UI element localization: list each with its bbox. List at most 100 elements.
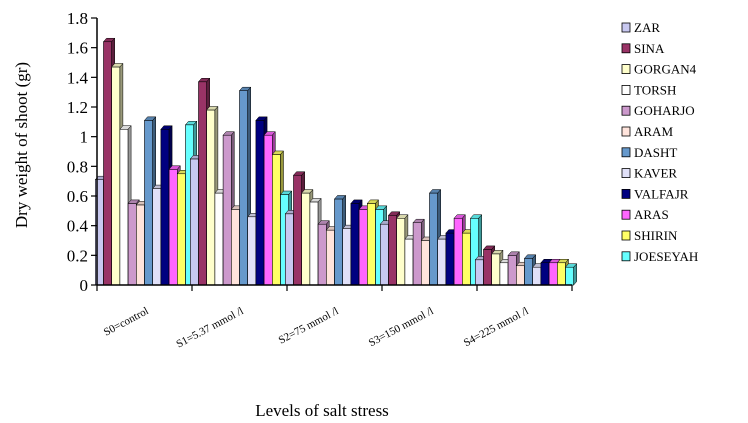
legend-label: GOHARJO — [634, 103, 695, 118]
y-ticks-group: 0 0.2 0.4 0.6 0.8 1 1.2 1.4 1.6 1.8 — [67, 9, 97, 295]
legend-item-shirin: SHIRIN — [621, 228, 678, 243]
legend-item-gorgan4: GORGAN4 — [621, 62, 697, 77]
legend-swatch — [621, 85, 631, 95]
legend-swatch — [621, 168, 631, 179]
bar-front — [548, 262, 558, 286]
x-category-label: S0=control — [102, 305, 151, 339]
legend-swatch — [621, 126, 631, 137]
x-category-label: S3=150 mmol /l — [367, 305, 436, 349]
bar-front — [231, 209, 240, 286]
y-tick-label: 0.6 — [67, 187, 88, 206]
legend-swatch — [621, 147, 631, 158]
bar-front — [177, 173, 186, 286]
legend-item-goharjo: GOHARJO — [621, 103, 695, 118]
bar-front — [263, 134, 273, 286]
legend-item-aram: ARAM — [621, 124, 673, 139]
bar-front — [420, 240, 430, 286]
bar-front — [491, 253, 501, 286]
bar-front — [309, 201, 319, 286]
bar-front — [136, 204, 145, 286]
legend-item-joeseyah: JOESEYAH — [621, 249, 698, 264]
bar-front — [247, 216, 257, 286]
legend: ZAR SINA GORGAN4 TORSH GOHARJO ARAM DASHT KAVER… — [621, 20, 698, 264]
legend-label: SHIRIN — [634, 228, 678, 243]
legend-item-dasht: DASHT — [621, 145, 677, 160]
legend-item-valfajr: VALFAJR — [621, 186, 689, 201]
bar-front — [524, 257, 533, 286]
axes-group — [96, 18, 572, 286]
bar-front — [358, 209, 368, 286]
x-axis-title: Levels of salt stress — [255, 401, 389, 420]
bar-front — [532, 266, 542, 286]
legend-item-torsh: TORSH — [621, 82, 676, 97]
bar-front — [271, 154, 281, 286]
legend-swatch — [621, 22, 631, 33]
bar-front — [293, 174, 302, 286]
bar-front — [190, 158, 199, 286]
bar-front — [334, 198, 343, 286]
bar-front — [144, 120, 153, 286]
legend-label: ZAR — [634, 20, 660, 35]
legend-label: VALFAJR — [634, 186, 689, 201]
legend-swatch — [621, 43, 631, 54]
legend-swatch — [621, 230, 631, 241]
bar-front — [515, 265, 525, 286]
bar-front — [499, 262, 509, 286]
legend-swatch — [621, 64, 631, 74]
bar-front — [565, 266, 574, 286]
y-tick-label: 0.4 — [67, 217, 89, 236]
bar-front — [437, 238, 447, 286]
legend-swatch — [621, 188, 631, 199]
y-tick-label: 1.4 — [67, 68, 89, 87]
bar-front — [168, 169, 178, 286]
bar-front — [222, 134, 232, 286]
y-tick-label: 0.8 — [67, 157, 88, 176]
y-tick-label: 0 — [80, 276, 89, 295]
legend-label: SINA — [634, 41, 665, 56]
y-tick-label: 1.2 — [67, 98, 88, 117]
bar-front — [429, 192, 438, 286]
bar-front — [152, 188, 162, 286]
bar-front — [119, 128, 129, 286]
bar-front — [301, 192, 311, 286]
bar-front — [127, 203, 137, 286]
bar-front — [160, 128, 170, 286]
bar-front — [445, 232, 455, 286]
x-categories-group: S0=control S1=5.37 mmol /l S2=75 mmol /l S3… — [96, 285, 573, 351]
bar-joeseyah-5 — [564, 263, 578, 286]
bar-front — [396, 217, 406, 286]
bar-front — [412, 222, 422, 286]
bar-front — [507, 255, 517, 286]
bar-front — [198, 81, 207, 286]
legend-item-aras: ARAS — [621, 207, 669, 222]
bar-front — [206, 109, 216, 286]
bar-front — [366, 203, 376, 286]
bar-front — [379, 223, 389, 286]
y-tick-label: 1 — [80, 128, 89, 147]
legend-label: ARAS — [634, 207, 669, 222]
y-axis-title: Dry weight of shoot (gr) — [12, 62, 31, 228]
bar-front — [350, 203, 360, 286]
bar-front — [317, 223, 327, 286]
y-tick-label: 0.2 — [67, 246, 88, 265]
bar-front — [111, 66, 121, 286]
bars-group — [94, 37, 578, 286]
x-category-label: S2=75 mmol /l — [277, 305, 341, 347]
x-category-label: S4=225 mmol /l — [462, 305, 531, 349]
bar-front — [239, 90, 248, 286]
bar-front — [214, 192, 224, 286]
legend-label: KAVER — [634, 166, 677, 181]
legend-item-zar: ZAR — [621, 20, 660, 35]
bar-front — [255, 120, 265, 286]
bar-front — [540, 262, 550, 286]
bar-front — [325, 229, 335, 286]
legend-item-kaver: KAVER — [621, 166, 677, 181]
legend-label: JOESEYAH — [634, 249, 698, 264]
legend-item-sina: SINA — [621, 41, 665, 56]
legend-swatch — [621, 105, 631, 116]
bar-front — [388, 214, 397, 286]
bar-front — [284, 213, 294, 286]
bar-front — [103, 41, 112, 286]
bar-front — [404, 238, 414, 286]
bar-front — [483, 249, 492, 286]
